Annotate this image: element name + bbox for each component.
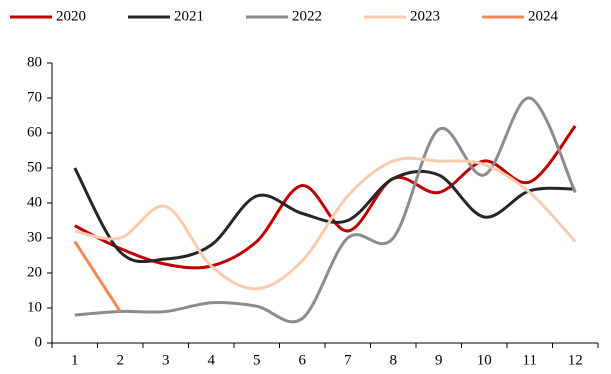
y-tick-label: 50: [27, 159, 42, 175]
series-line: [73, 167, 576, 264]
x-tick-label: 11: [523, 352, 537, 368]
x-tick-label: 9: [435, 352, 443, 368]
x-tick-label: 10: [477, 352, 492, 368]
legend-label: 2023: [410, 8, 440, 24]
y-tick-label: 70: [27, 89, 42, 105]
legend-label: 2024: [528, 8, 559, 24]
legend-label: 2022: [292, 8, 322, 24]
y-tick-label: 10: [27, 299, 42, 315]
y-tick-label: 80: [27, 54, 42, 70]
x-tick-label: 8: [390, 352, 398, 368]
x-tick-label: 12: [568, 352, 583, 368]
x-tick-label: 6: [299, 352, 307, 368]
y-tick-label: 20: [27, 264, 42, 280]
series-line: [74, 125, 577, 270]
y-tick-label: 30: [27, 229, 42, 245]
x-tick-label: 4: [208, 352, 216, 368]
y-tick-label: 60: [27, 124, 42, 140]
x-tick-label: 3: [162, 352, 170, 368]
series-line: [74, 156, 577, 291]
x-tick-label: 7: [344, 352, 352, 368]
series-line: [74, 96, 577, 324]
x-tick-label: 5: [253, 352, 261, 368]
legend-label: 2021: [174, 8, 204, 24]
legend-label: 2020: [56, 8, 86, 24]
x-tick-label: 2: [117, 352, 125, 368]
series-line: [73, 240, 122, 313]
x-tick-label: 1: [71, 352, 79, 368]
y-tick-label: 40: [27, 194, 42, 210]
y-tick-label: 0: [35, 334, 43, 350]
